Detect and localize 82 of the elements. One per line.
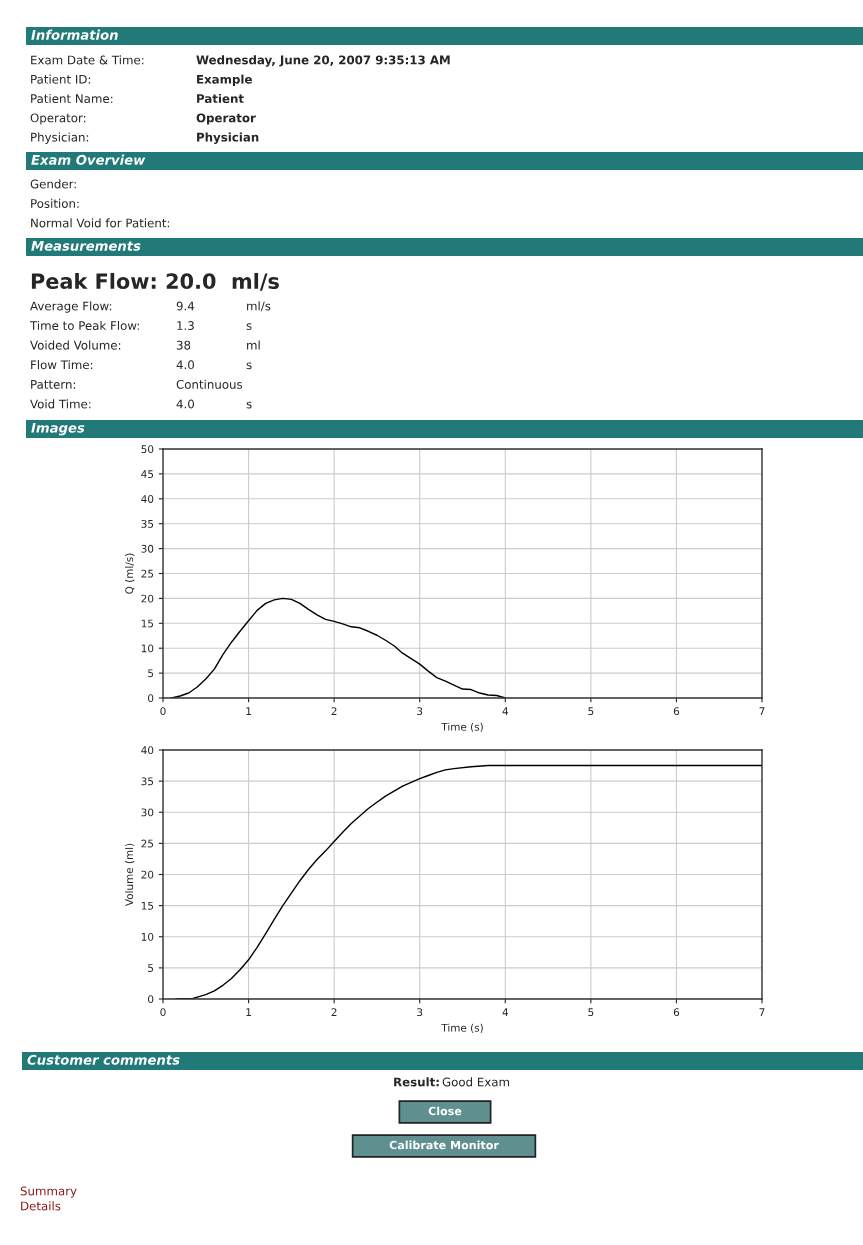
y-tick-label: 20 [141,594,154,603]
text: 4.0 [176,360,194,370]
x-tick-label: 5 [588,1008,594,1017]
text: Close [428,1106,462,1116]
text: 9.4 [176,301,195,311]
text: Flow Time: [31,360,93,370]
x-tick-label: 0 [160,707,166,716]
text: s [246,362,252,370]
text: Operator: [30,113,86,125]
y-tick-label: 10 [141,644,154,653]
x-tick-label: 5 [588,707,594,716]
x-axis-title: Time (s) [441,1023,483,1033]
text: Wednesday, June 20, 2007 9:35:13 AM [196,55,450,67]
text: 4.0 [176,399,194,409]
text: Customer comments [27,1054,180,1065]
text: Good Exam [442,1077,510,1087]
x-tick-label: 0 [160,1008,166,1017]
x-tick-label: 1 [246,1008,251,1016]
text: Continuous [176,379,243,389]
text: Details [21,1201,61,1211]
y-tick-label: 35 [141,519,154,528]
text: Exam Date & Time: [31,55,144,65]
text: Measurements [31,241,141,251]
text: Pattern: [31,380,76,389]
text: Normal Void for Patient: [31,218,170,228]
text: Position: [31,198,79,208]
text: Information [31,29,118,40]
text: Gender: [30,179,76,189]
y-axis-title: Volume (ml) [125,843,135,907]
y-tick-label: 25 [141,839,154,848]
text: Result: [394,1077,439,1087]
y-axis-title: Q (ml/s) [125,553,135,594]
x-tick-label: 6 [673,1008,680,1017]
y-tick-label: 45 [141,470,154,479]
y-tick-label: 35 [141,777,154,786]
y-tick-label: 5 [148,964,154,972]
y-tick-label: 25 [141,569,154,578]
text: Summary [20,1186,77,1198]
text: Void Time: [30,399,91,409]
text: Peak Flow: 20.0 ml/s [31,272,279,291]
y-tick-label: 40 [141,495,154,503]
text: s [246,323,252,331]
text: ml [247,340,260,350]
y-tick-label: 5 [148,669,154,678]
x-axis-title: Time (s) [441,722,483,732]
text: Average Flow: [30,301,112,313]
text: Images [31,422,85,436]
x-tick-label: 7 [759,707,765,715]
text: Patient [197,93,244,104]
text: Exam Overview [31,154,146,165]
text: Patient Name: [31,93,113,104]
y-tick-label: 30 [141,544,154,553]
x-tick-label: 2 [331,707,337,715]
y-tick-label: 30 [141,808,154,817]
text: 1.3 [177,321,194,331]
text: Physician: [31,132,89,144]
text: 38 [176,340,191,350]
y-tick-label: 15 [141,619,154,628]
text: s [246,401,252,409]
text: Voided Volume: [30,340,121,350]
y-tick-label: 20 [141,870,154,879]
x-tick-label: 3 [417,1008,423,1017]
y-tick-label: 0 [148,995,154,1004]
y-tick-label: 40 [141,746,154,755]
text: Patient ID: [31,74,91,84]
text: Example [197,74,252,87]
text: Operator [196,113,256,125]
y-tick-label: 50 [141,445,154,454]
x-tick-label: 7 [759,1008,765,1016]
text: Calibrate Monitor [389,1140,499,1150]
y-tick-label: 15 [141,901,154,910]
x-tick-label: 2 [331,1008,337,1016]
x-tick-label: 4 [502,707,509,715]
text: Physician [197,132,259,144]
x-tick-label: 4 [502,1008,509,1016]
x-tick-label: 1 [246,707,251,715]
y-tick-label: 0 [148,694,154,703]
x-tick-label: 6 [673,707,680,716]
y-tick-label: 10 [141,932,154,941]
x-tick-label: 3 [417,707,423,716]
text: ml/s [247,301,271,312]
text: Time to Peak Flow: [29,320,139,331]
